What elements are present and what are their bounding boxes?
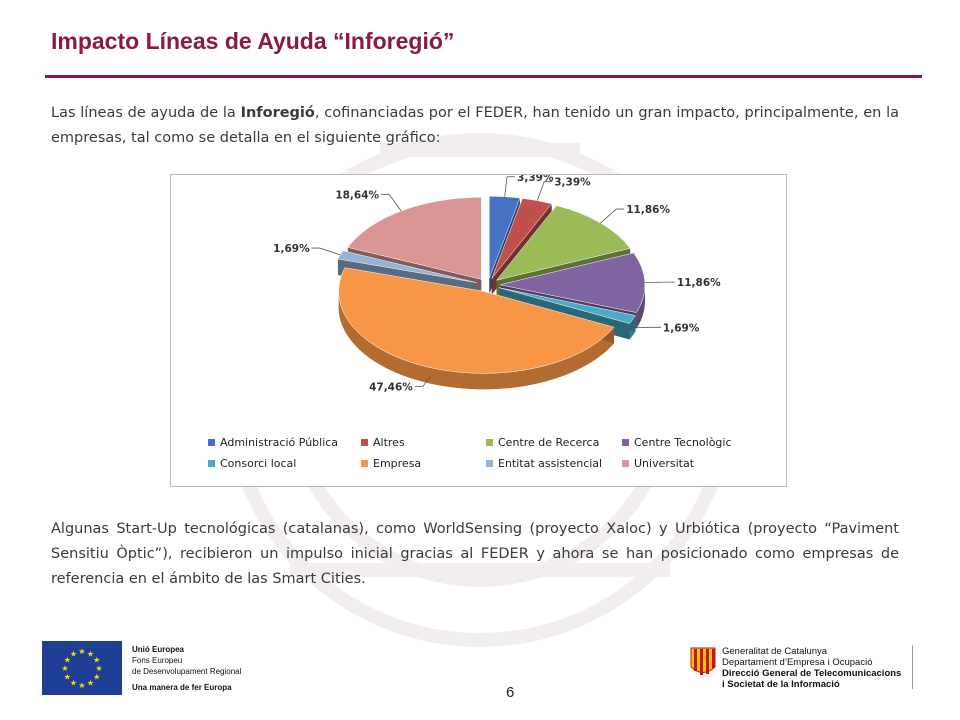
intro-text-part1: Las líneas de ayuda de la — [51, 105, 241, 121]
legend-swatch — [208, 460, 215, 467]
data-label: 3,39% — [517, 175, 554, 184]
eu-star-icon: ★ — [78, 681, 85, 690]
data-label: 18,64% — [335, 189, 379, 201]
legend-swatch — [208, 439, 215, 446]
eu-star-icon: ★ — [93, 656, 100, 665]
data-label-leader — [536, 181, 553, 201]
legend-label: Altres — [373, 436, 405, 449]
intro-text-bold: Inforegió — [240, 105, 315, 121]
pie-chart-canvas: 3,39% 3,39% 11,86% 11,86% 1,69% 47,46% 1,69% 18… — [273, 175, 721, 393]
eu-star-icon: ★ — [93, 673, 100, 682]
gen-line-1: Generalitat de Catalunya — [722, 646, 828, 657]
legend-swatch — [361, 439, 368, 446]
data-label-leader — [311, 247, 341, 256]
legend-label: Centre Tecnològic — [634, 436, 732, 449]
data-label-leader — [381, 193, 402, 212]
legend-swatch — [486, 439, 493, 446]
legend-entry: Centre de Recerca — [486, 436, 622, 449]
eu-star-icon: ★ — [64, 656, 71, 665]
eu-line-2: Fons Europeu — [132, 656, 183, 665]
legend-swatch — [361, 460, 368, 467]
legend-label: Consorci local — [220, 457, 297, 470]
eu-footer-logo: ★ ★ ★ ★ ★ ★ ★ ★ ★ ★ ★ ★ Unió Europea Fons Europeu d… — [42, 641, 252, 697]
startups-paragraph: Algunas Start-Up tecnológicas (catalanas… — [51, 521, 899, 587]
generalitat-divider — [912, 645, 913, 689]
data-label-leader — [414, 375, 432, 387]
pie-slice-side — [636, 284, 645, 329]
page-number: 6 — [506, 684, 515, 701]
legend-swatch — [622, 439, 629, 446]
legend-entry: Entitat assistencial — [486, 457, 622, 470]
legend-entry: Universitat — [622, 457, 768, 470]
legend-label: Universitat — [634, 457, 695, 470]
legend-label: Empresa — [373, 457, 422, 470]
legend-swatch — [622, 460, 629, 467]
data-label-leader — [600, 208, 625, 224]
chart-legend: Administració Pública Altres Centre de Rec… — [208, 436, 768, 470]
legend-swatch — [486, 460, 493, 467]
eu-star-icon: ★ — [70, 679, 77, 688]
data-label-leader — [504, 176, 516, 197]
intro-text-part2: , cofinanciadas por el FEDER, han tenido… — [51, 105, 899, 146]
generalitat-footer-logo: Generalitat de Catalunya Departament d’E… — [690, 645, 922, 690]
eu-star-icon: ★ — [70, 649, 77, 658]
gen-line-4: i Societat de la Informació — [722, 679, 840, 690]
pie-slice-top — [499, 252, 646, 313]
data-label-leader — [644, 281, 675, 284]
eu-star-icon: ★ — [87, 679, 94, 688]
pie-slice-top — [338, 267, 615, 374]
eu-star-icon: ★ — [61, 664, 68, 673]
legend-label: Administració Pública — [220, 436, 339, 449]
pie-slice — [338, 267, 615, 390]
pie-slice-top — [498, 287, 636, 324]
generalitat-footer-text: Generalitat de Catalunya Departament d’E… — [722, 646, 901, 690]
intro-paragraph: Las líneas de ayuda de la Inforegió, cof… — [51, 101, 899, 151]
eu-line-1: Unió Europea — [132, 645, 185, 654]
slide-title: Impacto Líneas de Ayuda “Inforegió” — [51, 28, 455, 54]
legend-label: Entitat assistencial — [498, 457, 603, 470]
pie-slice-top — [495, 205, 631, 281]
eu-line-3: de Desenvolupament Regional — [132, 667, 242, 676]
eu-stars-icon: ★ ★★★★★★★★★★★ — [61, 647, 102, 690]
eu-flag-icon: ★ ★ ★ ★ ★ ★ ★ ★ ★ ★ ★ ★ — [42, 641, 122, 695]
eu-star-icon: ★ — [78, 647, 85, 656]
eu-star-icon: ★ — [64, 673, 71, 682]
pie-chart: 3,39% 3,39% 11,86% 11,86% 1,69% 47,46% 1,69% 18… — [170, 174, 787, 487]
legend-entry: Altres — [361, 436, 486, 449]
legend-entry: Centre Tecnològic — [622, 436, 768, 449]
eu-star-icon: ★ — [87, 649, 94, 658]
generalitat-shield-icon — [690, 647, 716, 675]
pie-slice-side — [338, 291, 615, 390]
legend-entry: Consorci local — [208, 457, 361, 470]
legend-entry: Administració Pública — [208, 436, 361, 449]
legend-entry: Empresa — [361, 457, 486, 470]
gen-line-2: Departament d’Empresa i Ocupació — [722, 657, 873, 668]
data-label: 1,69% — [273, 243, 310, 255]
eu-footer-text: Unió Europea Fons Europeu de Desenvolupa… — [132, 644, 241, 693]
data-label: 1,69% — [663, 322, 700, 334]
data-label: 11,86% — [677, 277, 721, 289]
data-label: 47,46% — [369, 381, 413, 393]
gen-line-3: Direcció General de Telecomunicacions — [722, 668, 902, 679]
pie-slice-top — [347, 197, 482, 280]
eu-line-4: Una manera de fer Europa — [132, 683, 232, 692]
legend-label: Centre de Recerca — [498, 436, 600, 449]
data-label: 11,86% — [626, 204, 670, 216]
data-label: 3,39% — [554, 177, 591, 189]
eu-star-icon: ★ — [95, 664, 102, 673]
title-underline — [45, 75, 922, 78]
